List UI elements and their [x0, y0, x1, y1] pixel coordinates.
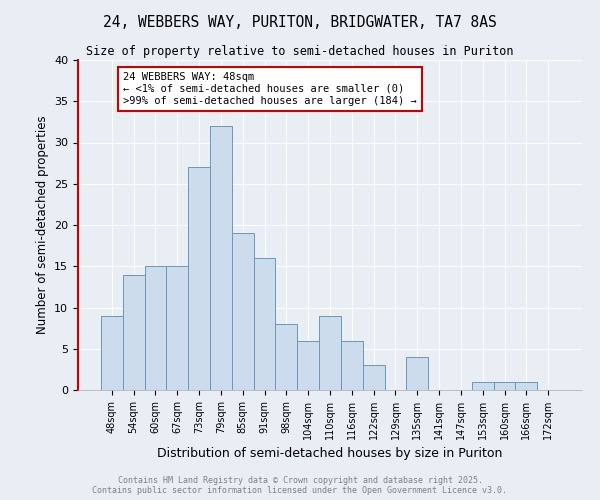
Y-axis label: Number of semi-detached properties: Number of semi-detached properties	[35, 116, 49, 334]
Bar	[297, 340, 319, 390]
Text: 24 WEBBERS WAY: 48sqm
← <1% of semi-detached houses are smaller (0)
>99% of semi: 24 WEBBERS WAY: 48sqm ← <1% of semi-deta…	[123, 72, 416, 106]
Text: Contains HM Land Registry data © Crown copyright and database right 2025.
Contai: Contains HM Land Registry data © Crown c…	[92, 476, 508, 495]
Bar	[254, 258, 275, 390]
Text: Size of property relative to semi-detached houses in Puriton: Size of property relative to semi-detach…	[86, 45, 514, 58]
Bar	[101, 316, 123, 390]
Bar	[472, 382, 494, 390]
Bar	[145, 266, 166, 390]
Bar	[123, 274, 145, 390]
Bar	[188, 167, 210, 390]
Bar	[166, 266, 188, 390]
Bar	[232, 233, 254, 390]
Bar	[210, 126, 232, 390]
X-axis label: Distribution of semi-detached houses by size in Puriton: Distribution of semi-detached houses by …	[157, 448, 503, 460]
Bar	[341, 340, 363, 390]
Text: 24, WEBBERS WAY, PURITON, BRIDGWATER, TA7 8AS: 24, WEBBERS WAY, PURITON, BRIDGWATER, TA…	[103, 15, 497, 30]
Bar	[494, 382, 515, 390]
Bar	[319, 316, 341, 390]
Bar	[406, 357, 428, 390]
Bar	[363, 365, 385, 390]
Bar	[515, 382, 537, 390]
Bar	[275, 324, 297, 390]
